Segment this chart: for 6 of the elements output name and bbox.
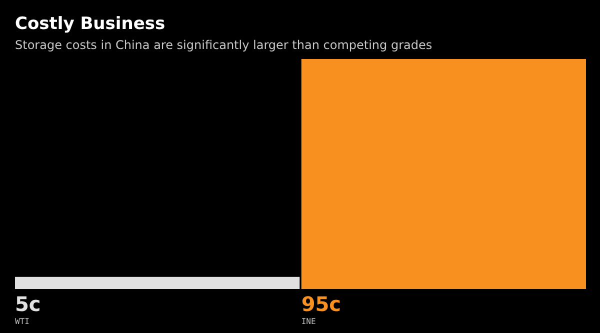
data-label: 5c — [15, 292, 41, 316]
chart-title: Costly Business — [15, 14, 166, 34]
x-tick-label: WTI — [15, 317, 30, 326]
data-label: 95c — [301, 292, 342, 316]
x-tick-label: INE — [301, 317, 316, 326]
chart-subtitle: Storage costs in China are significantly larger than competing grades — [15, 38, 432, 52]
